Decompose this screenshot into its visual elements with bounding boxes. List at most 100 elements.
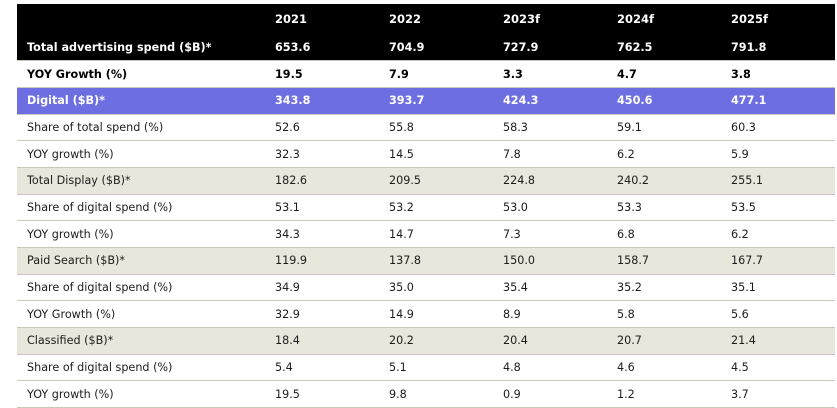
row-value-2021: 182.6 (275, 174, 308, 188)
row-value-2025f: 53.5 (731, 200, 756, 214)
table-row: Share of digital spend (%) 5.4 5.1 4.8 4.6 4.… (17, 354, 835, 381)
row-label: Share of digital spend (%) (27, 281, 173, 295)
row-label: Share of digital spend (%) (27, 200, 173, 214)
row-value-2022: 14.9 (389, 307, 414, 321)
row-value-2025f: 255.1 (731, 174, 764, 188)
row-value-2024f: 5.8 (617, 307, 635, 321)
row-value-2025f: 791.8 (731, 40, 767, 54)
row-value-2023f: 0.9 (503, 387, 521, 401)
row-value-2023f: 58.3 (503, 120, 528, 134)
header-cell-label (17, 4, 265, 34)
table-row: YOY Growth (%) 19.5 7.9 3.3 4.7 3.8 (17, 61, 835, 88)
row-label: Share of total spend (%) (27, 120, 164, 134)
row-value-2021: 32.3 (275, 147, 300, 161)
row-label: Total Display ($B)* (27, 174, 131, 188)
table-body: Total advertising spend ($B)* 653.6 704.9 7… (17, 34, 835, 408)
row-value-2023f: 7.3 (503, 227, 521, 241)
row-value-2024f: 240.2 (617, 174, 650, 188)
row-label: Paid Search ($B)* (27, 254, 125, 268)
row-value-2022: 35.0 (389, 281, 414, 295)
row-label: YOY growth (%) (27, 387, 114, 401)
row-value-2025f: 5.9 (731, 147, 749, 161)
row-label: Total advertising spend ($B)* (27, 40, 212, 54)
header-cell-2023f: 2023f (503, 12, 541, 26)
row-value-2021: 5.4 (275, 361, 293, 375)
row-value-2024f: 158.7 (617, 254, 650, 268)
header-cell-2022: 2022 (389, 12, 422, 26)
row-value-2021: 34.3 (275, 227, 300, 241)
row-value-2024f: 1.2 (617, 387, 635, 401)
row-value-2025f: 3.7 (731, 387, 749, 401)
row-value-2021: 18.4 (275, 334, 300, 348)
row-value-2022: 55.8 (389, 120, 414, 134)
row-value-2025f: 4.5 (731, 361, 749, 375)
row-value-2021: 19.5 (275, 387, 300, 401)
row-value-2025f: 477.1 (731, 94, 767, 108)
table-row: YOY growth (%) 32.3 14.5 7.8 6.2 5.9 (17, 140, 835, 168)
row-value-2023f: 35.4 (503, 281, 528, 295)
header-cell-2024f: 2024f (617, 12, 655, 26)
row-value-2024f: 6.8 (617, 227, 635, 241)
row-value-2025f: 167.7 (731, 254, 764, 268)
row-value-2021: 34.9 (275, 281, 300, 295)
table-row: Share of digital spend (%) 53.1 53.2 53.0 53… (17, 194, 835, 221)
row-value-2024f: 59.1 (617, 120, 642, 134)
row-value-2022: 14.7 (389, 227, 414, 241)
row-value-2024f: 4.7 (617, 67, 637, 81)
row-value-2023f: 424.3 (503, 94, 539, 108)
row-value-2024f: 20.7 (617, 334, 642, 348)
table-row: Total Display ($B)* 182.6 209.5 224.8 240.2 2… (17, 167, 835, 195)
row-value-2022: 9.8 (389, 387, 407, 401)
table-header: 2021 2022 2023f 2024f 2025f (17, 4, 835, 34)
row-label: YOY Growth (%) (27, 67, 128, 81)
table-row: Classified ($B)* 18.4 20.2 20.4 20.7 21.4 (17, 327, 835, 355)
row-label: Digital ($B)* (27, 94, 105, 108)
row-value-2024f: 450.6 (617, 94, 653, 108)
row-value-2022: 53.2 (389, 200, 414, 214)
row-value-2021: 653.6 (275, 40, 311, 54)
row-value-2021: 53.1 (275, 200, 300, 214)
header-cell-2025f: 2025f (731, 12, 769, 26)
row-value-2021: 52.6 (275, 120, 300, 134)
row-value-2023f: 3.3 (503, 67, 523, 81)
header-cell-2021: 2021 (275, 12, 308, 26)
row-value-2022: 393.7 (389, 94, 425, 108)
row-value-2022: 5.1 (389, 361, 407, 375)
row-value-2021: 119.9 (275, 254, 308, 268)
row-value-2025f: 5.6 (731, 307, 749, 321)
row-value-2023f: 150.0 (503, 254, 536, 268)
row-value-2025f: 6.2 (731, 227, 749, 241)
row-value-2022: 7.9 (389, 67, 409, 81)
row-label: Classified ($B)* (27, 334, 114, 348)
row-value-2025f: 60.3 (731, 120, 756, 134)
row-value-2024f: 53.3 (617, 200, 642, 214)
row-value-2023f: 4.8 (503, 361, 521, 375)
row-value-2023f: 7.8 (503, 147, 521, 161)
row-label: Share of digital spend (%) (27, 361, 173, 375)
row-value-2025f: 3.8 (731, 67, 751, 81)
row-value-2021: 32.9 (275, 307, 300, 321)
table-row: Share of digital spend (%) 34.9 35.0 35.4 35… (17, 274, 835, 301)
row-value-2022: 704.9 (389, 40, 425, 54)
row-value-2024f: 35.2 (617, 281, 642, 295)
row-value-2023f: 727.9 (503, 40, 539, 54)
row-value-2024f: 762.5 (617, 40, 653, 54)
row-value-2025f: 21.4 (731, 334, 756, 348)
row-value-2022: 137.8 (389, 254, 422, 268)
ad-spend-table: 2021 2022 2023f 2024f 2025f Total advert… (17, 4, 835, 408)
table-row: Digital ($B)* 343.8 393.7 424.3 450.6 477.1 (17, 87, 835, 115)
row-value-2021: 343.8 (275, 94, 311, 108)
row-value-2025f: 35.1 (731, 281, 756, 295)
row-value-2024f: 4.6 (617, 361, 635, 375)
table-row: Paid Search ($B)* 119.9 137.8 150.0 158.7 167… (17, 247, 835, 275)
row-value-2022: 209.5 (389, 174, 422, 188)
row-label: YOY growth (%) (27, 147, 114, 161)
row-value-2021: 19.5 (275, 67, 303, 81)
table-row: YOY Growth (%) 32.9 14.9 8.9 5.8 5.6 (17, 300, 835, 328)
row-value-2022: 20.2 (389, 334, 414, 348)
row-value-2023f: 8.9 (503, 307, 521, 321)
table-row: YOY growth (%) 19.5 9.8 0.9 1.2 3.7 (17, 380, 835, 408)
row-value-2023f: 20.4 (503, 334, 528, 348)
table-row: Share of total spend (%) 52.6 55.8 58.3 59.1… (17, 114, 835, 141)
